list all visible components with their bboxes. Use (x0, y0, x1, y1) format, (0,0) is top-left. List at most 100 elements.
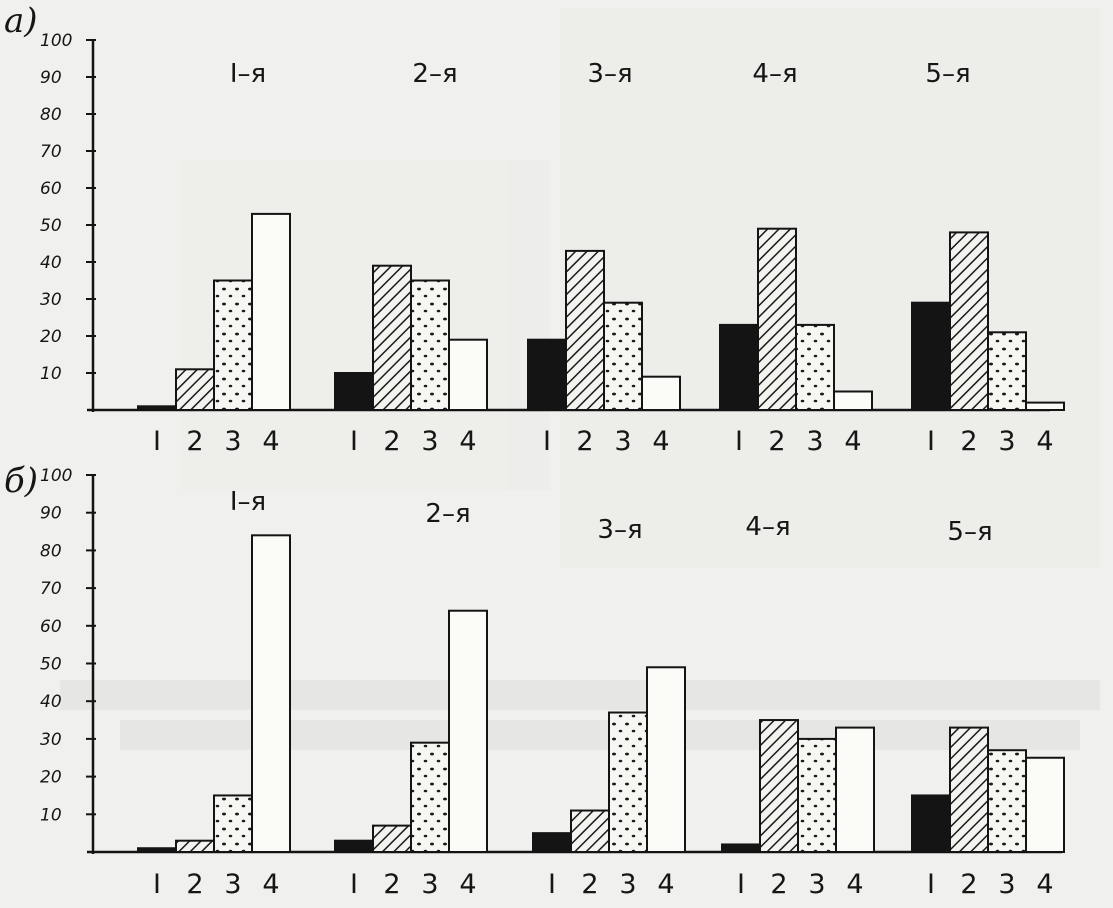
panel-label-b: б) (4, 461, 38, 501)
bar-dotted (213, 279, 253, 411)
bar-hatched (759, 719, 799, 853)
bar-label: 2 (770, 869, 787, 900)
bar-solid (137, 847, 177, 853)
bar-dotted (213, 794, 253, 854)
y-tick-label: 70 (40, 579, 62, 599)
bar-label: 3 (224, 426, 241, 457)
bar-hatched (949, 726, 989, 854)
bar-label: 2 (768, 426, 785, 457)
bar-label: 4 (652, 426, 669, 457)
bar-empty (835, 726, 875, 854)
bar-dotted (797, 737, 837, 854)
y-tick-label: 10 (40, 364, 62, 384)
bar-label: 2 (383, 869, 400, 900)
y-tick-label: 20 (40, 768, 62, 788)
bar-label: 3 (619, 869, 636, 900)
group-title: 3–я (597, 515, 642, 545)
y-tick-label: 90 (40, 68, 62, 88)
bar-dotted (795, 323, 835, 411)
bar-empty (833, 390, 873, 411)
bar-dotted (410, 279, 450, 411)
bar-label: I (927, 426, 935, 457)
bar-empty (1025, 756, 1065, 853)
bar-solid (911, 794, 951, 854)
bar-solid (137, 405, 177, 411)
y-tick-label: 30 (40, 730, 62, 750)
bar-hatched (949, 231, 989, 411)
bar-label: I (548, 869, 556, 900)
bar-label: 4 (846, 869, 863, 900)
bar-label: 2 (960, 869, 977, 900)
y-tick-label: 50 (40, 655, 62, 675)
bar-solid (334, 372, 374, 411)
bar-empty (251, 212, 291, 411)
bar-label: 3 (808, 869, 825, 900)
bar-label: 4 (1036, 869, 1053, 900)
bar-label: 2 (576, 426, 593, 457)
bar-empty (641, 375, 681, 412)
y-tick-label: 80 (40, 105, 62, 125)
bar-hatched (757, 227, 797, 411)
bar-label: 3 (224, 869, 241, 900)
y-tick-label: 60 (40, 617, 62, 637)
y-tick-label: 20 (40, 327, 62, 347)
bar-dotted (987, 749, 1027, 854)
bar-solid (911, 301, 951, 412)
bar-empty (646, 666, 686, 854)
bar-hatched (175, 368, 215, 411)
bar-label: 2 (383, 426, 400, 457)
bar-label: 4 (459, 426, 476, 457)
bar-label: 3 (806, 426, 823, 457)
bar-label: 4 (262, 869, 279, 900)
bar-label: 3 (421, 426, 438, 457)
bar-label: 3 (421, 869, 438, 900)
bar-label: 3 (998, 426, 1015, 457)
y-tick-label: 100 (40, 31, 72, 51)
y-tick-label: 40 (40, 692, 62, 712)
bar-dotted (608, 711, 648, 854)
bar-hatched (372, 824, 412, 853)
bar-solid (721, 843, 761, 854)
bar-label: 4 (657, 869, 674, 900)
y-tick-label: 90 (40, 504, 62, 524)
bar-label: I (543, 426, 551, 457)
bar-solid (527, 338, 567, 412)
bar-dotted (987, 331, 1027, 411)
group-title: Ι–я (230, 59, 266, 89)
group-title: Ι–я (230, 487, 266, 517)
group-title: 5–я (925, 59, 970, 89)
group-title: 4–я (752, 59, 797, 89)
y-tick-label: 60 (40, 179, 62, 199)
group-title: 3–я (587, 59, 632, 89)
bar-label: 2 (581, 869, 598, 900)
y-tick-label: 30 (40, 290, 62, 310)
y-tick-label: 40 (40, 253, 62, 273)
bar-label: I (737, 869, 745, 900)
bar-dotted (603, 301, 643, 412)
bar-label: 2 (186, 426, 203, 457)
bar-label: 3 (998, 869, 1015, 900)
bar-label: 3 (614, 426, 631, 457)
bar-empty (1025, 401, 1065, 412)
bar-empty (448, 609, 488, 853)
group-title: 5–я (947, 517, 992, 547)
bar-label: 4 (1036, 426, 1053, 457)
y-tick-label: 80 (40, 541, 62, 561)
y-tick-label: 70 (40, 142, 62, 162)
group-title: 2–я (412, 59, 457, 89)
group-title: 4–я (745, 512, 790, 542)
bar-hatched (565, 249, 605, 411)
bar-empty (448, 338, 488, 412)
bar-solid (532, 832, 572, 854)
bar-solid (334, 839, 374, 854)
bar-hatched (570, 809, 610, 854)
bar-label: I (153, 869, 161, 900)
bar-label: I (735, 426, 743, 457)
background-bleed-through (60, 8, 1100, 750)
bar-label: 4 (262, 426, 279, 457)
bar-hatched (372, 264, 412, 412)
bar-label: 4 (844, 426, 861, 457)
